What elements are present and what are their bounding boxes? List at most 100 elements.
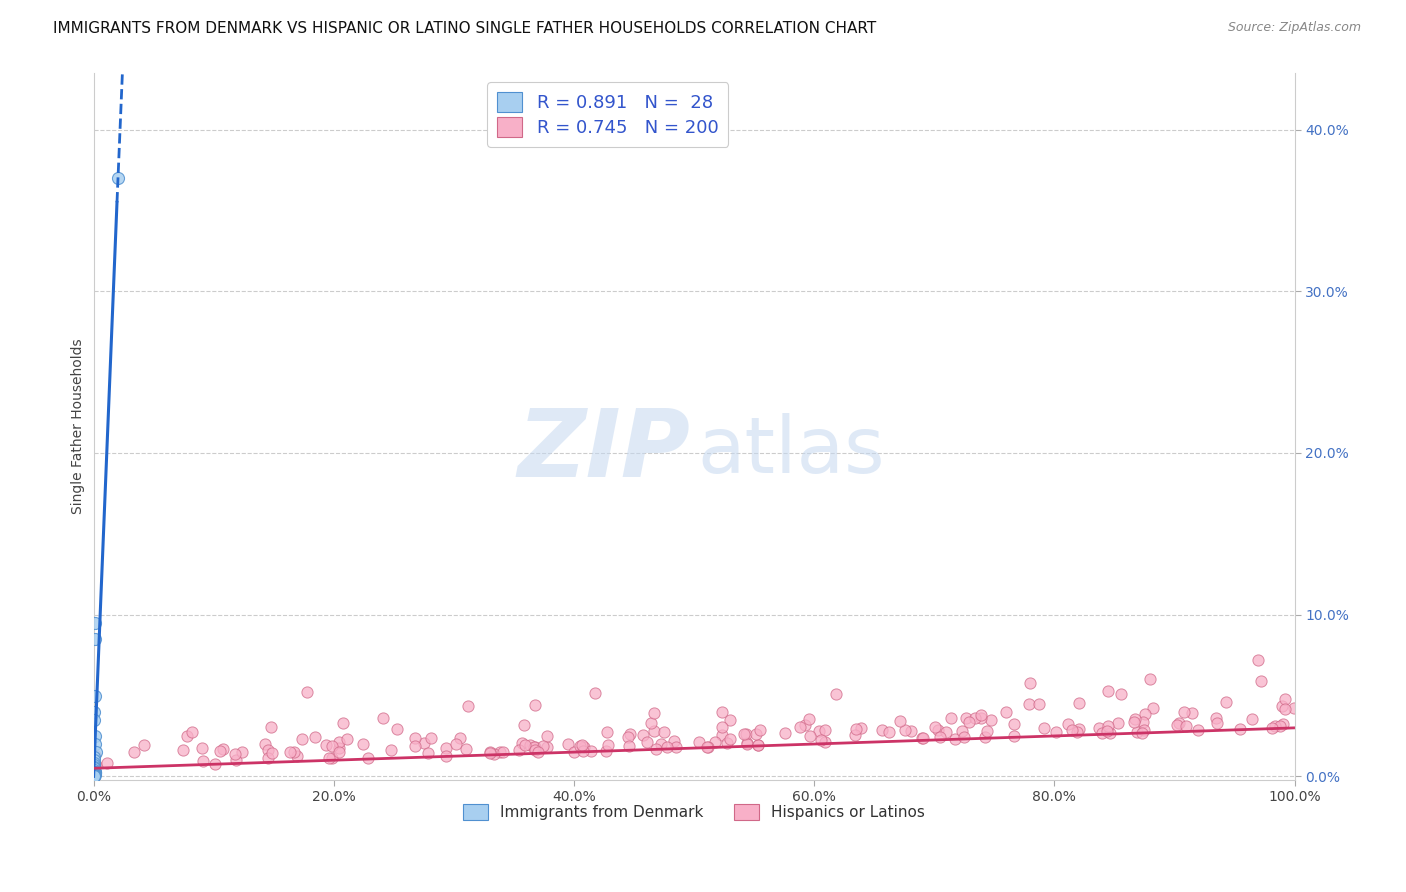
Point <box>83 750 105 764</box>
Point <box>336 732 359 747</box>
Point <box>924 720 946 734</box>
Point <box>132 739 155 753</box>
Point <box>1088 721 1111 735</box>
Point <box>797 712 820 726</box>
Point <box>420 731 443 745</box>
Point <box>970 711 993 725</box>
Point <box>318 751 340 765</box>
Point <box>328 735 350 749</box>
Point <box>434 748 457 763</box>
Point <box>645 742 668 756</box>
Point <box>744 727 766 741</box>
Point <box>911 731 934 745</box>
Point <box>328 745 350 759</box>
Point <box>84 764 107 779</box>
Point <box>1247 653 1270 667</box>
Point <box>1066 724 1088 739</box>
Point <box>404 739 426 754</box>
Point <box>84 737 107 751</box>
Point <box>328 740 350 755</box>
Point <box>83 705 105 719</box>
Point <box>83 769 105 783</box>
Point <box>810 732 832 747</box>
Point <box>965 710 987 724</box>
Point <box>747 738 769 752</box>
Point <box>617 739 640 754</box>
Point <box>380 743 402 757</box>
Point <box>945 731 967 746</box>
Point <box>1107 716 1129 731</box>
Point <box>315 738 337 752</box>
Point <box>479 745 502 759</box>
Point <box>204 757 226 772</box>
Y-axis label: Single Father Households: Single Father Households <box>72 338 86 514</box>
Point <box>83 729 105 743</box>
Point <box>257 751 280 765</box>
Point <box>371 711 394 725</box>
Point <box>894 723 917 738</box>
Point <box>735 737 758 751</box>
Point <box>291 731 314 746</box>
Point <box>96 756 118 771</box>
Point <box>718 732 741 747</box>
Point <box>793 718 815 732</box>
Point <box>1069 722 1091 736</box>
Point <box>619 727 641 741</box>
Point <box>531 739 554 753</box>
Point <box>83 764 105 779</box>
Point <box>1274 692 1296 706</box>
Point <box>773 726 796 740</box>
Point <box>814 735 837 749</box>
Point <box>734 727 756 741</box>
Point <box>955 711 977 725</box>
Point <box>980 714 1002 728</box>
Point <box>1261 721 1284 735</box>
Point <box>1060 723 1083 738</box>
Point <box>1069 696 1091 710</box>
Point <box>457 699 479 714</box>
Point <box>1240 712 1263 726</box>
Point <box>1268 719 1291 733</box>
Point <box>1097 718 1119 732</box>
Point <box>704 735 727 749</box>
Point <box>1097 683 1119 698</box>
Point <box>83 632 105 646</box>
Point <box>844 728 866 742</box>
Point <box>1095 724 1118 739</box>
Point <box>260 721 283 735</box>
Point <box>283 745 305 759</box>
Point <box>191 740 214 755</box>
Point <box>536 739 558 754</box>
Point <box>83 768 105 782</box>
Point <box>595 744 617 758</box>
Point <box>508 743 530 757</box>
Point <box>231 745 253 759</box>
Point <box>716 736 738 750</box>
Point <box>851 722 873 736</box>
Point <box>83 766 105 780</box>
Point <box>688 735 710 749</box>
Point <box>211 742 233 756</box>
Point <box>332 715 354 730</box>
Point <box>257 743 280 757</box>
Point <box>789 720 811 734</box>
Point <box>523 740 546 755</box>
Point <box>1057 716 1080 731</box>
Point <box>404 731 426 745</box>
Point <box>321 739 343 753</box>
Point <box>524 743 547 757</box>
Point <box>1167 716 1189 731</box>
Point <box>1091 726 1114 740</box>
Point <box>1174 719 1197 733</box>
Point <box>86 757 108 772</box>
Point <box>122 745 145 759</box>
Point <box>209 744 232 758</box>
Point <box>636 735 658 749</box>
Point <box>536 729 558 743</box>
Point <box>735 736 758 750</box>
Point <box>733 727 755 741</box>
Point <box>889 714 911 728</box>
Point <box>1205 711 1227 725</box>
Point <box>83 759 105 773</box>
Point <box>814 723 837 737</box>
